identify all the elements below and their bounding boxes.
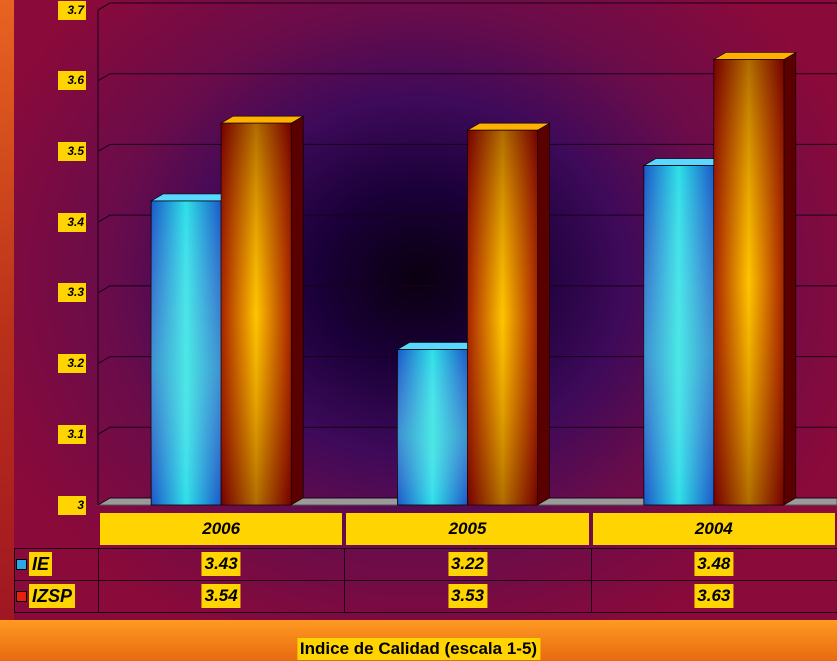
y-tick-label: 3.4 <box>58 212 86 232</box>
table-column-rule <box>98 548 99 612</box>
y-tick-label: 3.7 <box>58 0 86 20</box>
legend-ie: IE <box>16 549 53 579</box>
gridline <box>97 2 837 11</box>
table-rule <box>14 612 837 613</box>
gridline <box>97 214 837 223</box>
data-label-izsp-2004: 3.63 <box>694 584 734 608</box>
data-label-ie-2004: 3.48 <box>694 552 734 576</box>
table-header-2006: 2006 <box>100 513 343 545</box>
table-column-rule <box>590 548 592 612</box>
gridline <box>97 356 837 365</box>
gridline <box>97 73 837 82</box>
bars-layer <box>150 51 797 506</box>
table-column-rule <box>14 548 15 612</box>
legend-label: IE <box>29 552 53 576</box>
table-rule <box>14 548 837 549</box>
table-header-2004: 2004 <box>592 513 835 545</box>
bar-ie-2005 <box>396 341 481 506</box>
legend-swatch <box>16 590 27 602</box>
axis-wall <box>97 2 111 505</box>
y-tick-label: 3.3 <box>58 283 86 303</box>
y-tick-label: 3.1 <box>58 424 86 444</box>
bar-izsp-2006 <box>220 115 305 506</box>
table-header-2005: 2005 <box>346 513 589 545</box>
gridline <box>97 426 837 435</box>
y-tick-label: 3 <box>58 495 86 515</box>
data-label-ie-2005: 3.22 <box>447 552 488 576</box>
gridline <box>97 143 837 152</box>
y-tick-label: 3.2 <box>58 354 86 374</box>
left-edge-decoration <box>0 0 14 661</box>
table-rule <box>14 580 837 581</box>
legend-izsp: IZSP <box>16 581 76 611</box>
data-label-ie-2006: 3.43 <box>201 552 241 576</box>
data-label-izsp-2005: 3.53 <box>447 584 488 608</box>
y-tick-label: 3.6 <box>58 71 86 91</box>
legend-label: IZSP <box>29 584 76 608</box>
gridline <box>97 285 837 294</box>
data-label-izsp-2006: 3.54 <box>201 584 241 608</box>
legend-swatch <box>16 558 27 570</box>
y-tick-label: 3.5 <box>58 141 86 161</box>
bar-izsp-2004 <box>712 51 797 506</box>
bar-izsp-2005 <box>466 122 551 506</box>
gridline <box>97 497 837 506</box>
x-axis-title: Indice de Calidad (escala 1-5) <box>296 638 541 660</box>
table-column-rule <box>344 548 346 612</box>
